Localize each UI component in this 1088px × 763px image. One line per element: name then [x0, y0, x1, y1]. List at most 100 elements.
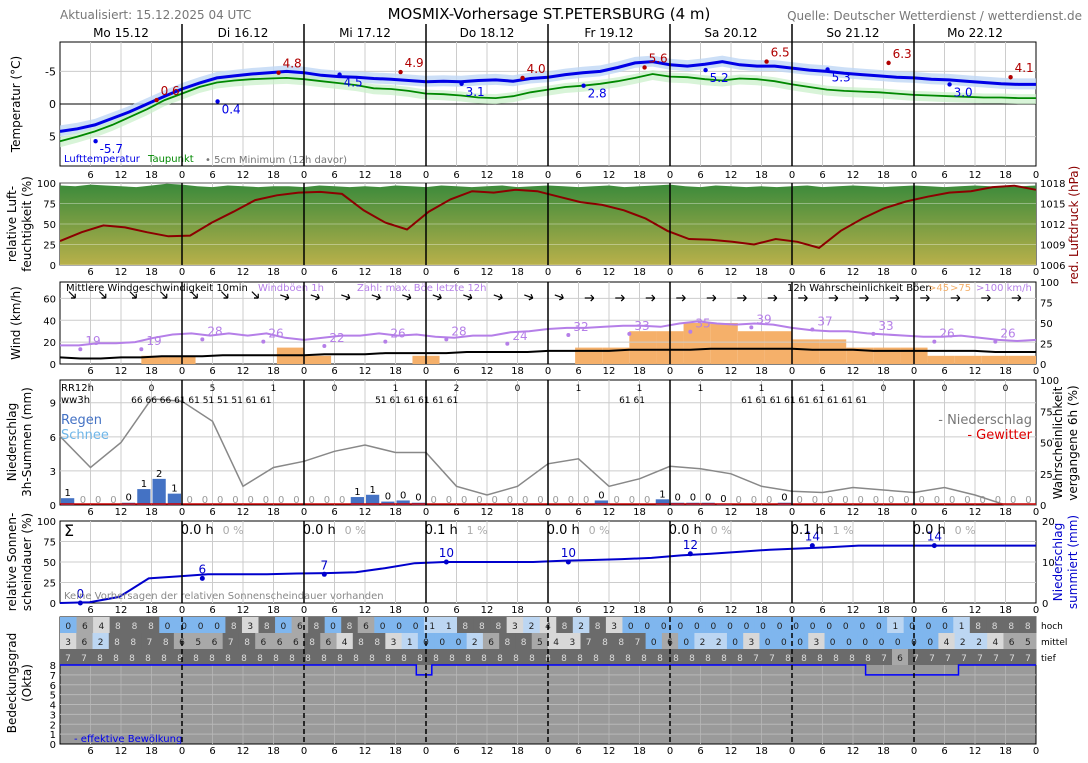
cloud-mid-cell: [385, 633, 403, 649]
wind-direction-arrow: [645, 294, 656, 302]
cloud-low-cell: [700, 649, 717, 665]
precip-bar-label: 0: [247, 495, 253, 506]
precip-bar-label: 0: [308, 495, 314, 506]
wind-direction-arrow: [432, 293, 442, 301]
cloud-low-cell-value: 7: [1025, 654, 1031, 664]
arrow-head-b: [469, 293, 473, 299]
hour-tick-label: 12: [359, 746, 372, 757]
hour-tick-label: 0: [545, 746, 551, 757]
cloud-mid-cell: [352, 633, 370, 649]
hour-tick-label: 6: [331, 507, 337, 518]
precip-bar-label: 0: [95, 495, 101, 506]
precip-bar-label: 0: [537, 495, 543, 506]
precip-bar-label: 0: [568, 495, 574, 506]
arrow-head-b: [956, 294, 961, 299]
cloud-low-cell: [396, 649, 413, 665]
wind-direction-arrow: [220, 291, 229, 299]
precip-bar-label: 0: [217, 495, 223, 506]
arrow-head-b: [347, 293, 351, 299]
temp-extreme-marker: [337, 72, 342, 77]
temp-extreme-marker: [459, 81, 464, 86]
temp-ytick: -5: [45, 65, 56, 78]
cloud-mid-cell-value: 5: [1025, 638, 1031, 648]
wind-direction-arrow: [798, 294, 808, 302]
precip-bar-label: 0: [888, 495, 894, 506]
cloud-high-cell-value: 8: [132, 622, 138, 632]
cloud-mid-cell: [710, 633, 728, 649]
hour-tick-label: 18: [145, 170, 158, 181]
arrow-shaft: [159, 291, 168, 299]
hour-tick-label: 18: [755, 605, 768, 616]
gust-prob-100: >100 km/h: [976, 283, 1032, 294]
humidity-ytick: 75: [43, 200, 56, 211]
hour-tick-label: 0: [789, 507, 795, 518]
gust-prob-75: >75: [950, 283, 971, 294]
cloud-mid-cell: [775, 633, 793, 649]
cloud-mid-cell: [889, 633, 907, 649]
cloud-low-cell: [188, 649, 205, 665]
hour-tick-label: 12: [725, 746, 738, 757]
cloud-mid-cell-value: 6: [277, 638, 283, 648]
arrow-head-a: [467, 297, 473, 301]
arrow-head-b: [499, 293, 503, 299]
max-gust-marker: [627, 331, 632, 336]
cloud-high-cell-value: 0: [909, 622, 915, 632]
rr12h-value: 2: [454, 384, 460, 394]
temp-extreme-label: 4.0: [527, 62, 546, 76]
cloud-low-cell: [716, 649, 733, 665]
hour-tick-label: 12: [481, 507, 494, 518]
day-label: Mo 22.12: [947, 26, 1003, 40]
rr12h-value: 0: [149, 384, 155, 394]
cloud-high-cell-value: 8: [264, 622, 270, 632]
cloud-low-cell: [524, 649, 541, 665]
hour-tick-label: 12: [847, 605, 860, 616]
updated-timestamp: Aktualisiert: 15.12.2025 04 UTC: [60, 8, 251, 22]
hour-tick-label: 0: [789, 366, 795, 377]
cloud-high-cell-value: 3: [611, 622, 617, 632]
hour-tick-label: 12: [359, 267, 372, 278]
cloud-high-cell: [440, 617, 458, 633]
cloud-mid-cell: [369, 633, 386, 649]
cloud-low-cell-value: 8: [97, 654, 103, 664]
hour-tick-label: 6: [331, 366, 337, 377]
gust-prob-45: >45: [928, 283, 949, 294]
hour-tick-label: 6: [453, 507, 459, 518]
rr12h-value: 1: [637, 384, 643, 394]
hour-tick-label: 18: [877, 366, 890, 377]
precip-sum-ytick: 20: [1042, 517, 1055, 528]
hour-tick-label: 6: [331, 267, 337, 278]
hour-tick-label: 18: [877, 170, 890, 181]
cloud-low-cell: [108, 649, 125, 665]
precip-bar-label: 0: [446, 495, 452, 506]
hour-tick-label: 6: [941, 366, 947, 377]
precip-bar-label: 0: [583, 495, 589, 506]
cloud-low-cell-value: 8: [689, 654, 695, 664]
hour-tick-label: 12: [359, 366, 372, 377]
cloud-mid-cell: [336, 633, 354, 649]
sunshine-percent: 0 %: [345, 524, 366, 537]
cloud-low-cell-value: 8: [673, 654, 679, 664]
hour-tick-label: 12: [481, 267, 494, 278]
gust-probability-bar: [629, 331, 657, 364]
pressure-ytick: 1015: [1040, 200, 1065, 211]
arrow-head-b: [1017, 294, 1022, 299]
cloud-low-cell-value: 8: [241, 654, 247, 664]
cloud-low-cell: [508, 649, 525, 665]
cloud-low-cell-value: 8: [417, 654, 423, 664]
arrow-head-a: [101, 297, 106, 299]
cloud-high-cell-value: 8: [231, 622, 237, 632]
cloud-mid-cell-value: 2: [472, 638, 478, 648]
hour-tick-label: 18: [511, 170, 524, 181]
cloud-low-cell: [444, 649, 461, 665]
cloud-low-cell-value: 8: [385, 654, 391, 664]
arrow-head-b: [773, 294, 778, 299]
cloud-low-cell-value: 8: [833, 654, 839, 664]
temp-extreme-marker: [1008, 75, 1013, 80]
precip-bar: [137, 489, 151, 505]
precip-prob-ytick: 100: [1040, 376, 1059, 387]
hour-tick-label: 0: [789, 746, 795, 757]
precip-sum-marker: [77, 600, 83, 606]
cloud-mid-cell: [645, 633, 663, 649]
rr12h-value: 1: [759, 384, 765, 394]
cloud-low-cell-value: 8: [209, 654, 215, 664]
